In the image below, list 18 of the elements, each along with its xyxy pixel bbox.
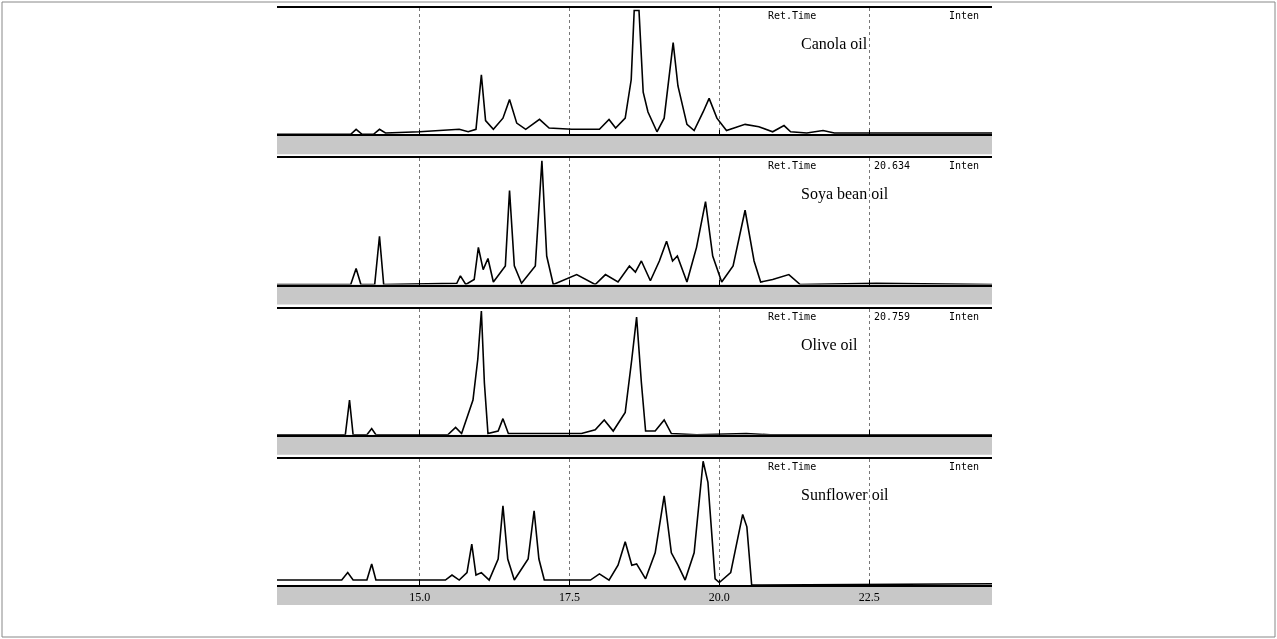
- annotation: Ret.Time: [768, 10, 817, 21]
- annotation: Inten: [949, 160, 980, 171]
- text: Olive oil: [801, 336, 858, 353]
- annotation: Ret.Time: [768, 311, 817, 322]
- x-tick-label: 20.0: [708, 590, 730, 605]
- annotation: 20.634: [874, 160, 911, 171]
- text: Sunflower oil: [801, 486, 890, 503]
- annotation: Ret.Time: [768, 160, 817, 171]
- x-tick-label: 17.5: [558, 590, 580, 605]
- text: Soya bean oil: [801, 185, 889, 203]
- annotation: Inten: [949, 311, 980, 322]
- annotation: Inten: [949, 461, 980, 472]
- x-tick-label: 22.5: [858, 590, 880, 605]
- x-tick-label: 15.0: [409, 590, 431, 605]
- text: Canola oil: [801, 35, 868, 52]
- annotation: Ret.Time: [768, 461, 817, 472]
- annotation: 20.759: [874, 311, 911, 322]
- annotation: Inten: [949, 10, 980, 21]
